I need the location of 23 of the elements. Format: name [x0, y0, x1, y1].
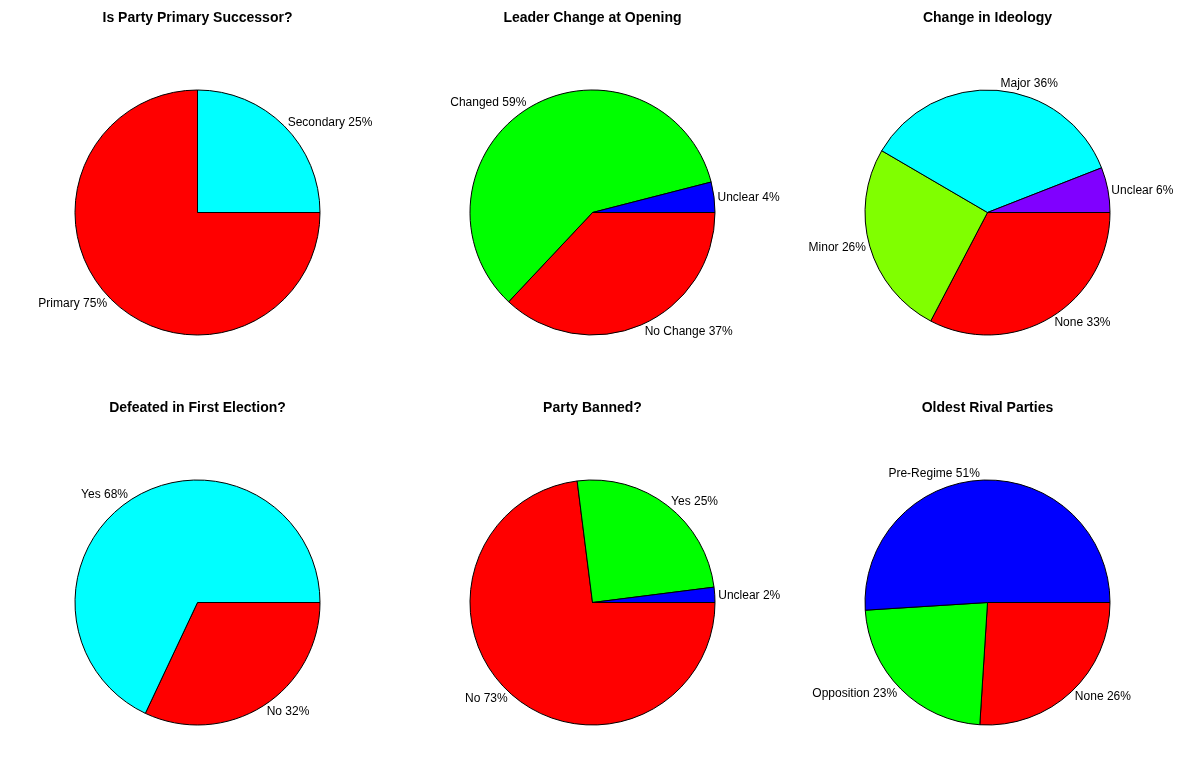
- slice-label: Changed 59%: [450, 94, 527, 109]
- chart-title: Defeated in First Election?: [109, 398, 286, 415]
- slice-label: Yes 25%: [671, 494, 719, 509]
- chart-title: Leader Change at Opening: [503, 8, 682, 25]
- chart-title: Party Banned?: [543, 398, 642, 415]
- slice-label: No Change 37%: [644, 323, 734, 338]
- slice-label: None 26%: [1074, 688, 1132, 703]
- slice-label: Primary 75%: [38, 295, 108, 310]
- slice-label: No 32%: [266, 703, 310, 718]
- slice-label: Opposition 23%: [812, 685, 898, 700]
- slice-label: Minor 26%: [808, 239, 867, 254]
- slice-label: Pre-Regime 51%: [888, 466, 981, 481]
- chart-title: Is Party Primary Successor?: [102, 8, 293, 25]
- slice-label: No 73%: [464, 691, 508, 706]
- slice-label: Secondary 25%: [287, 115, 373, 130]
- slice-label: None 33%: [1054, 315, 1111, 330]
- slice-label: Major 36%: [1000, 76, 1059, 91]
- slice-label: Yes 68%: [81, 487, 129, 502]
- slice-label: Unclear 6%: [1111, 182, 1174, 197]
- chart-title: Change in Ideology: [922, 8, 1053, 25]
- slice-label: Unclear 2%: [718, 587, 781, 602]
- slice-label: Unclear 4%: [717, 190, 780, 205]
- chart-title: Oldest Rival Parties: [921, 398, 1054, 415]
